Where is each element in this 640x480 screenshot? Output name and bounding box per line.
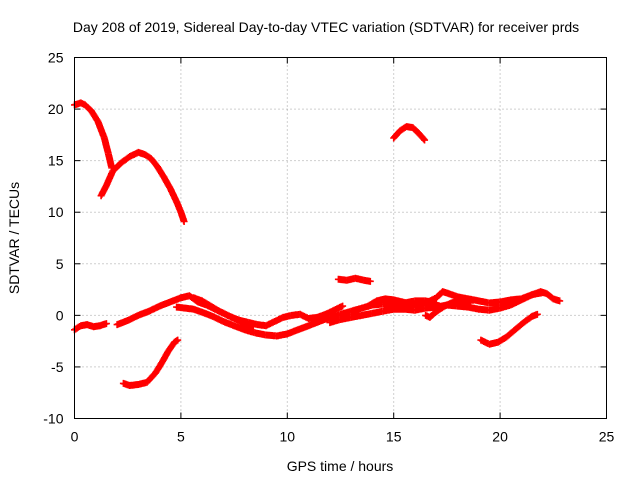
data-point xyxy=(466,299,474,307)
axis-ticks: 0 5 10 15 20 25 -10 -5 0 5 10 15 20 25 xyxy=(43,50,614,445)
data-point xyxy=(533,310,541,318)
data-point-segment xyxy=(94,117,108,141)
series-arc-5 xyxy=(119,336,182,389)
y-tick-label: 15 xyxy=(48,153,64,169)
data-point xyxy=(249,323,257,331)
y-tick-label: -5 xyxy=(51,359,64,375)
data-point-segment xyxy=(143,370,158,386)
data-point-segment xyxy=(503,327,518,341)
data-point-segment xyxy=(198,297,213,309)
data-point xyxy=(174,336,182,344)
y-tick-label: 10 xyxy=(48,204,64,220)
data-point-segment xyxy=(77,99,88,108)
data-point-segment xyxy=(117,153,133,167)
series-arc-7 xyxy=(71,320,110,334)
series-arc-6 xyxy=(477,310,541,348)
data-point-segment xyxy=(166,185,180,205)
data-point-segment xyxy=(422,311,432,321)
data-point-segment xyxy=(364,298,379,310)
x-tick-label: 25 xyxy=(599,429,615,445)
data-point-segment xyxy=(390,128,403,142)
y-tick-label: 25 xyxy=(48,50,64,66)
x-tick-label: 20 xyxy=(492,429,508,445)
x-axis-title: GPS time / hours xyxy=(287,458,394,474)
data-point-segment xyxy=(543,290,556,302)
plot-frame xyxy=(74,57,607,419)
grid-lines xyxy=(74,57,607,419)
data-point-segment xyxy=(102,168,116,189)
data-point-segment xyxy=(415,130,428,143)
data-point xyxy=(366,277,374,285)
data-point-segment xyxy=(511,320,526,334)
data-point-segment xyxy=(81,101,94,114)
series-arc-1 xyxy=(71,99,116,172)
data-point xyxy=(339,302,347,310)
data-point-segment xyxy=(426,310,437,321)
data-point-segment xyxy=(147,155,161,170)
data-point-segment xyxy=(520,313,535,327)
data-point xyxy=(421,136,429,144)
x-tick-label: 15 xyxy=(386,429,402,445)
y-tick-label: 0 xyxy=(56,307,64,323)
series-arc-4 xyxy=(334,274,374,285)
data-point xyxy=(102,320,110,328)
x-tick-label: 10 xyxy=(280,429,296,445)
data-point-segment xyxy=(409,124,422,137)
y-axis-title: SDTVAR / TECUs xyxy=(6,182,22,294)
data-point xyxy=(180,217,188,225)
data-point xyxy=(539,289,547,297)
series-arc-3 xyxy=(390,123,429,144)
data-point xyxy=(556,297,564,305)
y-tick-label: -10 xyxy=(43,411,63,427)
y-tick-label: 5 xyxy=(56,256,64,272)
series-arc-12 xyxy=(364,288,547,310)
data-point-segment xyxy=(171,337,181,346)
data-point-segment xyxy=(109,160,124,175)
data-point-segment xyxy=(100,134,112,157)
series-arc-2 xyxy=(97,148,188,225)
series-arc-13 xyxy=(422,297,474,321)
data-points xyxy=(71,99,564,389)
x-tick-label: 5 xyxy=(177,429,185,445)
x-tick-label: 0 xyxy=(71,429,79,445)
y-tick-label: 20 xyxy=(48,101,64,117)
chart-title: Day 208 of 2019, Sidereal Day-to-day VTE… xyxy=(73,19,579,35)
series-arc-10 xyxy=(190,294,257,331)
